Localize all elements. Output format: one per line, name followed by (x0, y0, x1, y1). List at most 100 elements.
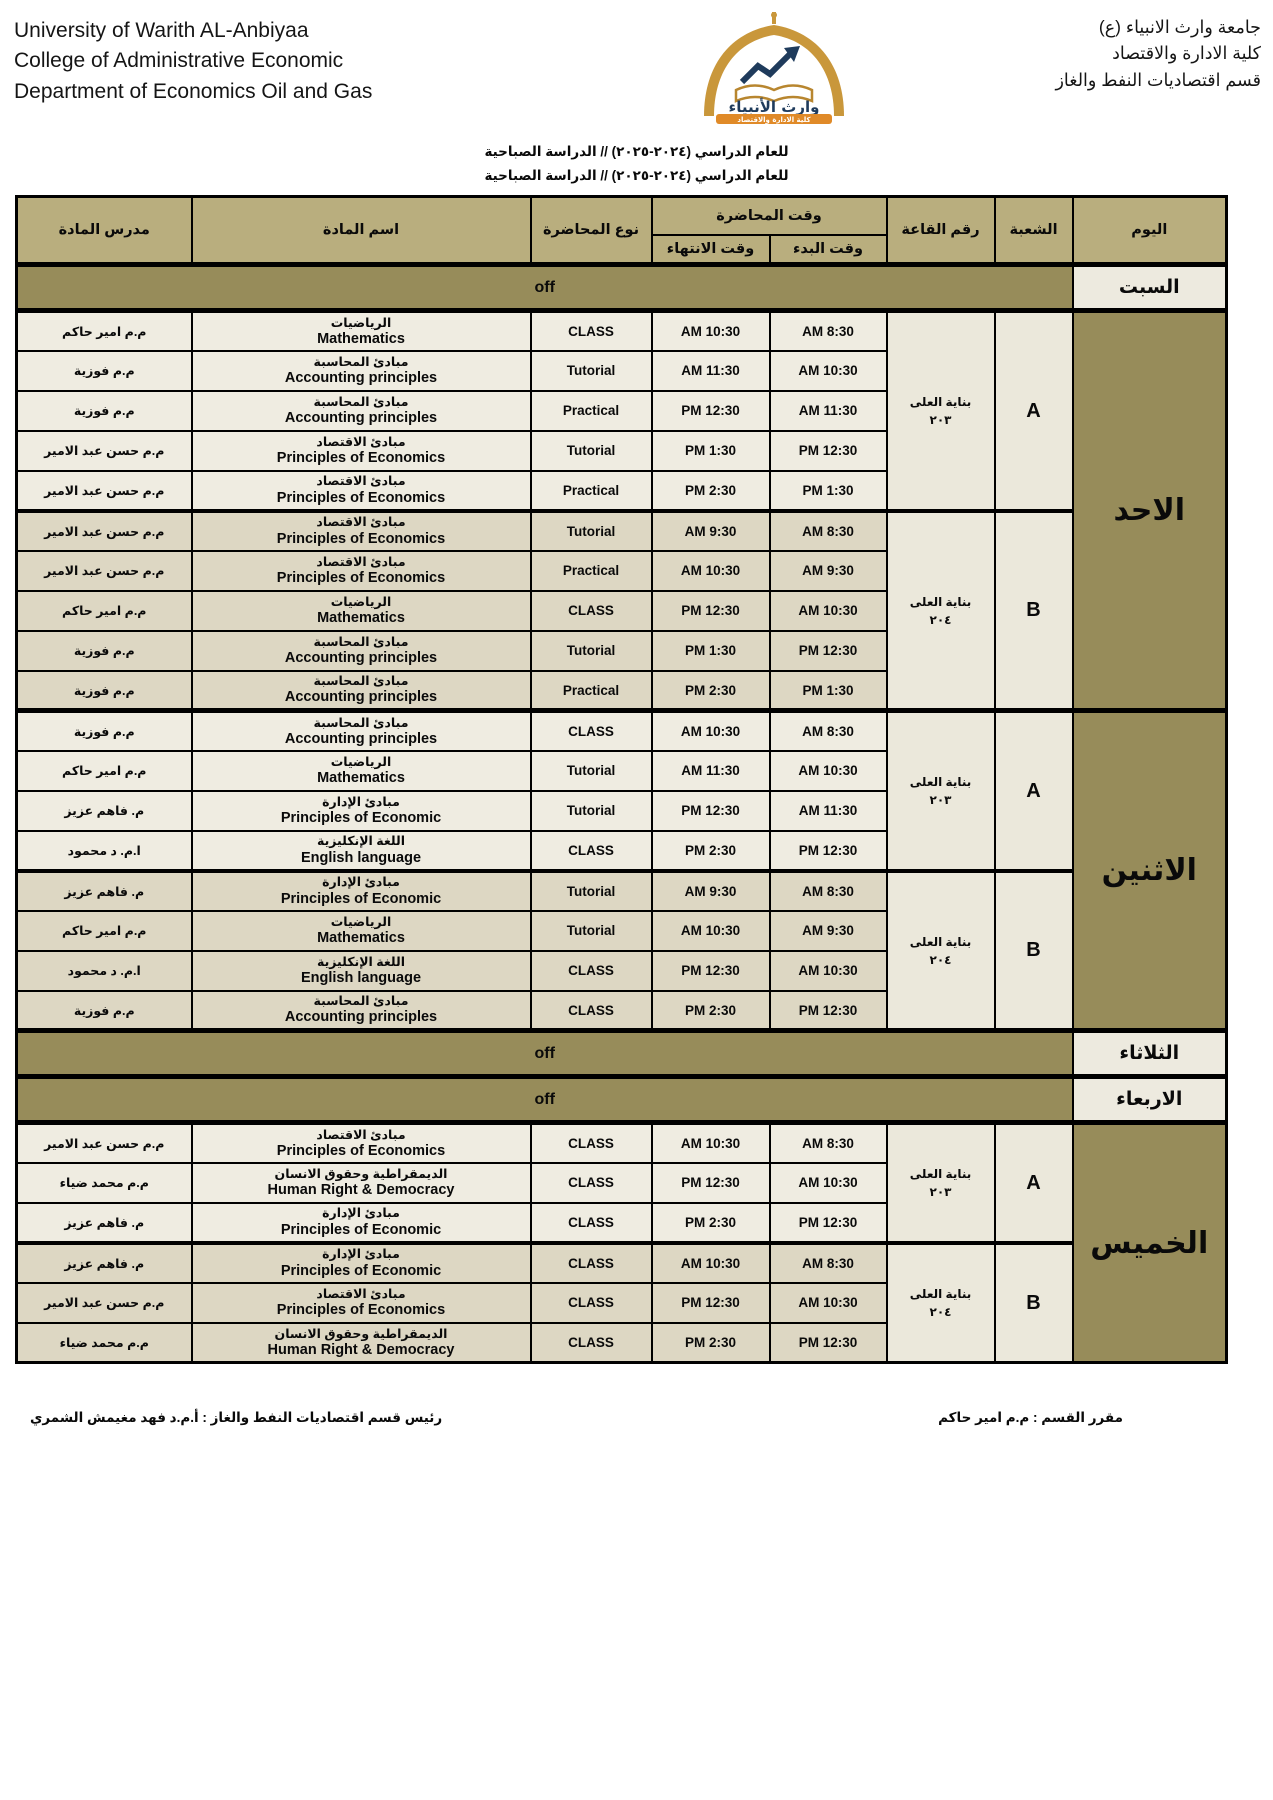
subject-cell: اللغة الإنكليزية English language (190, 949, 532, 992)
end-time-cell: 2:30 PM (650, 469, 771, 512)
type-cell: CLASS (529, 1161, 653, 1204)
term-title-line-2: للعام الدراسي (٢٠٢٤-٢٠٢٥) // الدراسة الص… (484, 167, 789, 183)
teacher-cell: م.م امير حاكم (15, 909, 193, 952)
room-number-label: ٢٠٣ (929, 793, 952, 807)
college-line-en: College of Administrative Economic (14, 49, 344, 73)
subject-cell: مبادئ الإدارة Principles of Economic (190, 789, 532, 832)
subject-name-arabic: مبادئ الإدارة (322, 1247, 400, 1262)
start-time-cell: 10:30 AM (768, 749, 888, 792)
teacher-cell: م.م محمد ضياء (15, 1321, 193, 1364)
subject-name-arabic: الرياضيات (330, 315, 392, 330)
teacher-cell: م.م امير حاكم (15, 589, 193, 632)
college-line-ar: كلية الادارة والاقتصاد (1112, 43, 1261, 64)
off-day-row: الاربعاء off (15, 1074, 1228, 1124)
term-title-line-1: للعام الدراسي (٢٠٢٤-٢٠٢٥) // الدراسة الص… (484, 144, 789, 159)
start-time-cell: 10:30 AM (768, 1161, 888, 1204)
start-time-cell: 8:30 AM (768, 1240, 888, 1284)
header-end-time: وقت الانتهاء (650, 233, 771, 266)
university-line-ar: جامعة وارث الانبياء (ع) (1098, 17, 1261, 37)
teacher-cell: م.م حسن عبد الامير (15, 429, 193, 472)
type-cell: Tutorial (529, 789, 653, 832)
subject-cell: الديمقراطية وحقوق الانسان Human Right & D… (190, 1321, 532, 1364)
subject-name-arabic: مبادئ المحاسبة (313, 994, 409, 1009)
logo-open-book (734, 84, 814, 103)
subject-name-arabic: مبادئ الإدارة (322, 875, 400, 890)
room-building-label: بناية العلى (909, 1167, 972, 1181)
subject-name-english: Principles of Economic (280, 1262, 442, 1279)
off-day-row: الثلاثاء off (15, 1028, 1228, 1078)
schedule-row: B بناية العلى ٢٠٤ 8:30 AM 9:30 AM Tutorial مبا… (15, 868, 1227, 1032)
section-cell: B (993, 508, 1074, 712)
end-time-cell: 12:30 PM (650, 789, 771, 832)
subject-name-english: English language (300, 849, 422, 866)
start-time-cell: 9:30 AM (768, 909, 888, 952)
schedule-row: B بناية العلى ٢٠٤ 8:30 AM 9:30 AM Tutorial مبا… (15, 508, 1227, 712)
type-cell: Tutorial (529, 749, 653, 792)
end-time-cell: 12:30 PM (650, 949, 771, 992)
schedule-row: 9:30 AM 10:30 AM Practical مبادئ الاقتصاد Pr… (15, 549, 1227, 592)
university-line-en: University of Warith AL-Anbiyaa (14, 19, 309, 42)
room-cell: بناية العلى ٢٠٣ (885, 708, 996, 872)
start-time-cell: 8:30 AM (768, 308, 888, 352)
schedule-row: B بناية العلى ٢٠٤ 8:30 AM 10:30 AM CLASS مبادئ… (15, 1240, 1227, 1364)
end-time-cell: 10:30 AM (650, 308, 771, 352)
start-time-cell: 1:30 PM (768, 469, 888, 512)
end-time-cell: 10:30 AM (650, 708, 771, 752)
schedule-table-header: اليوم الشعبة رقم القاعة وقت المحاضرة نوع… (15, 195, 1228, 266)
subject-name-arabic: مبادئ الإدارة (322, 1206, 400, 1221)
schedule-table: اليوم الشعبة رقم القاعة وقت المحاضرة نوع… (15, 195, 1229, 1365)
schedule-row: 12:30 PM 2:30 PM CLASS الديمقراطية وحقوق ال… (15, 1321, 1227, 1364)
type-cell: CLASS (529, 1240, 653, 1284)
subject-name-arabic: مبادئ الاقتصاد (316, 515, 406, 530)
subject-cell: الرياضيات Mathematics (190, 589, 532, 632)
type-cell: Tutorial (529, 629, 653, 672)
schedule-row: 1:30 PM 2:30 PM Practical مبادئ الاقتصاد Pri… (15, 469, 1227, 512)
subject-cell: الرياضيات Mathematics (190, 308, 532, 352)
teacher-cell: م.م فوزية (15, 989, 193, 1032)
start-time-cell: 12:30 PM (768, 829, 888, 872)
start-time-cell: 1:30 PM (768, 669, 888, 712)
type-cell: CLASS (529, 308, 653, 352)
university-logo-icon: وارث الأنبياء 2017 كلية الادارة والاقتصا… (686, 12, 862, 124)
subject-name-arabic: مبادئ الاقتصاد (316, 474, 406, 489)
start-time-cell: 11:30 AM (768, 389, 888, 432)
subject-name-english: Principles of Economic (280, 890, 442, 907)
end-time-cell: 2:30 PM (650, 1321, 771, 1364)
type-cell: Practical (529, 389, 653, 432)
header-room: رقم القاعة (885, 195, 996, 266)
room-building-label: بناية العلى (909, 934, 972, 949)
teacher-cell: م.م حسن عبد الامير (15, 549, 193, 592)
department-line-ar: قسم اقتصاديات النفط والغاز (1055, 69, 1261, 90)
subject-cell: الديمقراطية وحقوق الانسان Human Right & D… (190, 1161, 532, 1204)
subject-name-arabic: مبادئ الاقتصاد (316, 554, 406, 569)
subject-name-english: Principles of Economics (276, 1302, 446, 1319)
subject-name-arabic: الديمقراطية وحقوق الانسان (274, 1326, 448, 1341)
subject-cell: الرياضيات Mathematics (190, 749, 532, 792)
schedule-row: 1:30 PM 2:30 PM Practical مبادئ المحاسبة Acc… (15, 669, 1227, 712)
header-teacher: مدرس المادة (15, 195, 193, 266)
subject-name-english: Principles of Economic (280, 810, 442, 827)
subject-name-english: Principles of Economics (276, 570, 446, 587)
start-time-cell: 12:30 PM (768, 989, 888, 1032)
subject-name-english: Accounting principles (284, 370, 438, 387)
type-cell: CLASS (529, 1201, 653, 1244)
header-section: الشعبة (993, 195, 1074, 266)
off-cell: off (15, 262, 1074, 312)
start-time-cell: 12:30 PM (768, 429, 888, 472)
subject-name-arabic: مبادئ المحاسبة (313, 354, 409, 369)
teacher-cell: ا.م. د محمود (15, 829, 193, 872)
end-time-cell: 10:30 AM (650, 549, 771, 592)
header-type: نوع المحاضرة (529, 195, 653, 266)
subject-name-arabic: الرياضيات (330, 594, 392, 609)
day-cell: الاربعاء (1071, 1074, 1228, 1124)
schedule-row: 12:30 PM 1:30 PM Tutorial مبادئ الاقتصاد Pri… (15, 429, 1227, 472)
type-cell: Practical (529, 669, 653, 712)
section-cell: B (993, 868, 1074, 1032)
room-number-label: ٢٠٣ (929, 1185, 952, 1199)
subject-name-english: Accounting principles (284, 410, 438, 427)
logo-banner (715, 114, 832, 124)
type-cell: Tutorial (529, 909, 653, 952)
start-time-cell: 8:30 AM (768, 1120, 888, 1164)
subject-cell: مبادئ الاقتصاد Principles of Economics (190, 549, 532, 592)
start-time-cell: 11:30 AM (768, 789, 888, 832)
